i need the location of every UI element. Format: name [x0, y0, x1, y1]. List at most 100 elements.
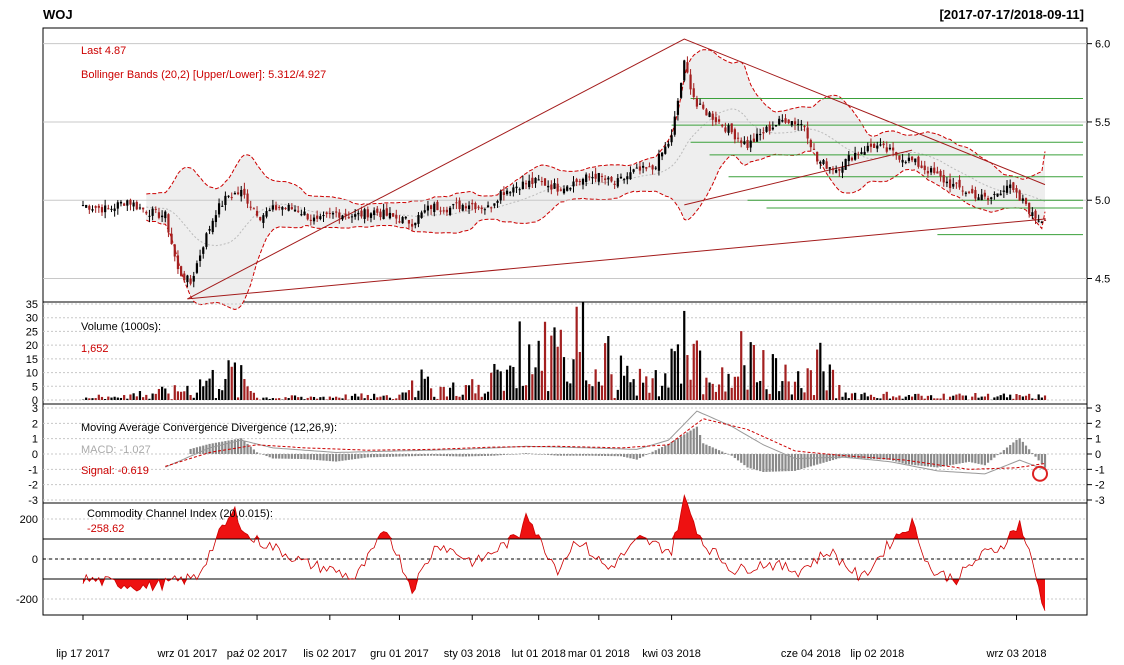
candle-body	[619, 176, 623, 179]
candle-body	[480, 207, 483, 210]
candle-body	[452, 204, 455, 206]
candle-body	[303, 211, 306, 216]
macd-histogram-bar	[322, 454, 325, 461]
candle-body	[540, 181, 543, 183]
volume-bar	[831, 369, 835, 400]
volume-bar	[566, 381, 569, 400]
candle-body	[354, 214, 357, 217]
candle-body	[205, 233, 208, 247]
volume-bar	[189, 395, 192, 400]
macd-histogram-bar	[236, 438, 240, 454]
volume-bar	[727, 373, 730, 400]
volume-bar	[1037, 394, 1040, 400]
candle-body	[376, 208, 379, 213]
volume-bar	[717, 384, 721, 400]
candle-body	[287, 204, 290, 211]
candle-body	[882, 143, 885, 146]
volume-bar	[524, 385, 528, 400]
macd-histogram-bar	[1031, 452, 1034, 454]
macd-histogram-bar	[455, 454, 458, 457]
candle-body	[448, 207, 452, 215]
volume-bar	[559, 329, 562, 400]
volume-bar	[331, 397, 335, 400]
macd-tick-label: 2	[1095, 418, 1101, 430]
macd-histogram-bar	[366, 454, 369, 458]
candle-body	[420, 212, 423, 218]
candle-body	[414, 222, 417, 226]
macd-histogram-bar	[354, 454, 357, 460]
macd-histogram-bar	[559, 454, 562, 456]
volume-bar	[357, 396, 360, 400]
macd-histogram-bar	[572, 454, 575, 456]
macd-histogram-bar	[439, 454, 442, 456]
volume-bar	[161, 386, 164, 400]
volume-bar	[784, 364, 787, 400]
candle-body	[765, 126, 768, 132]
volume-bar	[736, 376, 740, 400]
volume-bar	[116, 397, 119, 400]
volume-bar	[373, 393, 376, 400]
volume-bar	[679, 383, 683, 400]
candle-body	[961, 190, 964, 192]
macd-histogram-bar	[986, 454, 990, 463]
volume-bar	[654, 370, 657, 400]
macd-histogram-bar	[790, 454, 793, 471]
volume-bar	[616, 389, 619, 400]
candle-body	[604, 178, 607, 180]
candle-body	[81, 205, 85, 207]
macd-histogram-bar	[404, 454, 407, 457]
candle-body	[626, 176, 629, 180]
macd-histogram-bar	[686, 432, 689, 454]
candle-body	[433, 203, 436, 213]
candle-body	[717, 119, 721, 122]
macd-histogram-bar	[344, 454, 347, 461]
volume-bar	[145, 394, 148, 400]
candle-body	[559, 189, 562, 191]
volume-bar	[537, 340, 540, 400]
candle-body	[822, 159, 825, 164]
volume-bar	[996, 396, 999, 400]
macd-histogram-bar	[502, 454, 505, 455]
macd-histogram-bar	[724, 452, 727, 454]
volume-bar	[778, 391, 781, 400]
macd-histogram-bar	[395, 454, 398, 457]
volume-bar	[173, 385, 176, 400]
candle-body	[749, 140, 752, 148]
macd-histogram-bar	[309, 454, 312, 460]
candle-body	[123, 203, 126, 206]
candle-body	[509, 192, 512, 194]
volume-bar	[1031, 398, 1034, 400]
volume-bar	[205, 380, 208, 400]
volume-bar	[676, 344, 680, 400]
volume-bar	[123, 395, 126, 400]
volume-bar	[154, 393, 157, 400]
volume-bar	[774, 358, 778, 400]
candle-body	[502, 192, 505, 195]
volume-bar	[274, 398, 278, 400]
macd-histogram-bar	[483, 454, 486, 456]
volume-bar	[955, 394, 958, 400]
x-tick-label: lip 02 2018	[850, 648, 904, 660]
macd-histogram-bar	[521, 453, 524, 455]
volume-bar	[284, 397, 287, 400]
volume-bar	[838, 384, 841, 400]
macd-histogram-bar	[240, 438, 243, 454]
candle-body	[1028, 202, 1031, 214]
cci-oversold-fill	[83, 579, 1045, 611]
volume-bar	[673, 351, 676, 400]
macd-histogram-bar	[335, 454, 338, 462]
candle-body	[325, 212, 328, 215]
candle-body	[562, 188, 566, 194]
candle-body	[781, 119, 784, 122]
candle-body	[613, 183, 616, 185]
volume-bar	[626, 365, 629, 400]
candle-body	[986, 198, 990, 200]
volume-bar	[271, 398, 274, 400]
volume-bar	[192, 397, 195, 400]
candle-body	[774, 125, 778, 127]
candle-body	[230, 197, 233, 199]
volume-bar	[879, 398, 882, 400]
volume-bar	[806, 368, 809, 400]
macd-histogram-bar	[328, 454, 331, 462]
candle-body	[892, 147, 895, 151]
